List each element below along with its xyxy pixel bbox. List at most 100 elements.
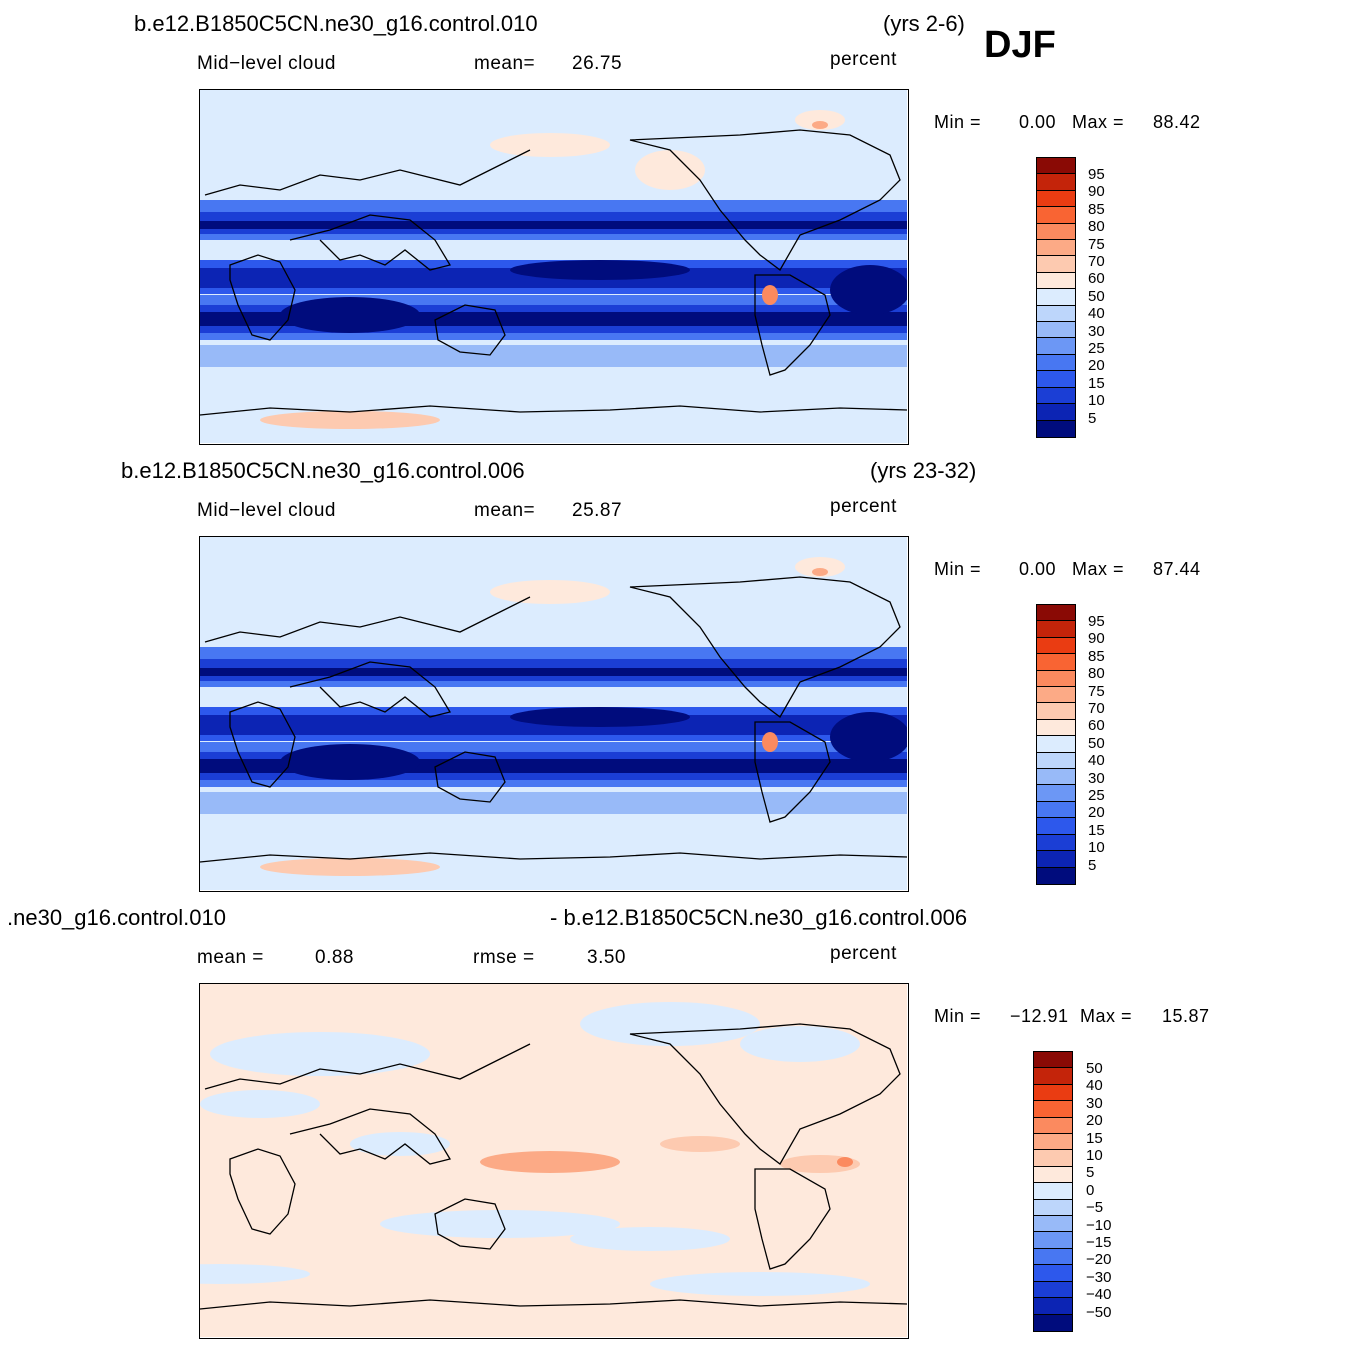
- panel3-rmse-value: 3.50: [587, 947, 626, 968]
- panel3-max-value: 15.87: [1162, 1006, 1210, 1026]
- colorbar-tick-label: 5: [1088, 409, 1097, 427]
- panel2-colorbar: [1036, 604, 1076, 885]
- colorbar-tick-label: −30: [1086, 1268, 1112, 1286]
- colorbar-tick-label: 90: [1088, 183, 1105, 201]
- colorbar-tick-label: 5: [1088, 856, 1097, 874]
- colorbar-tick-label: 60: [1088, 717, 1105, 735]
- colorbar-tick-label: 90: [1088, 630, 1105, 648]
- colorbar-tick-label: 50: [1086, 1060, 1103, 1077]
- panel2-map-graphic: [200, 537, 907, 890]
- colorbar-swatch: [1034, 1314, 1072, 1331]
- panel3-mean-label: mean =: [197, 947, 264, 968]
- colorbar-swatch: [1037, 354, 1075, 372]
- colorbar-tick-label: 95: [1088, 166, 1105, 183]
- panel3-case-title-left: .ne30_g16.control.010: [7, 905, 226, 930]
- colorbar-tick-label: 85: [1088, 647, 1105, 665]
- panel2-years: (yrs 23-32): [870, 458, 977, 483]
- colorbar-swatch: [1037, 387, 1075, 405]
- colorbar-swatch: [1034, 1068, 1072, 1085]
- panel2-map: [199, 536, 909, 892]
- colorbar-swatch: [1037, 769, 1075, 786]
- colorbar-tick-label: 20: [1088, 804, 1105, 822]
- colorbar-tick-label: 10: [1088, 392, 1105, 410]
- panel2-mean-value: 25.87: [572, 500, 623, 521]
- colorbar-tick-label: 15: [1088, 374, 1105, 392]
- panel3-colorbar-ticks: 50 40 30 20 15 10 5 0 −5 −10 −15 −20 −30 −40 −50: [1086, 1061, 1126, 1321]
- colorbar-tick-label: 30: [1086, 1094, 1103, 1112]
- colorbar-tick-label: 5: [1086, 1164, 1095, 1182]
- colorbar-swatch: [1037, 719, 1075, 737]
- panel2-min-value: 0.00: [1019, 559, 1057, 579]
- colorbar-swatch: [1037, 158, 1075, 175]
- colorbar-swatch: [1037, 818, 1075, 835]
- colorbar-tick-label: 75: [1088, 235, 1105, 253]
- panel3-max-label: Max =: [1080, 1006, 1133, 1026]
- colorbar-tick-label: 10: [1086, 1147, 1103, 1164]
- colorbar-tick-label: 20: [1088, 357, 1105, 375]
- colorbar-tick-label: 85: [1088, 200, 1105, 218]
- panel3-case-title-right: - b.e12.B1850C5CN.ne30_g16.control.006: [550, 905, 968, 930]
- colorbar-tick-label: 40: [1088, 752, 1105, 770]
- colorbar-swatch: [1037, 670, 1075, 688]
- colorbar-swatch: [1037, 752, 1075, 770]
- panel1-colorbar: [1036, 157, 1076, 438]
- colorbar-swatch: [1037, 834, 1075, 852]
- panel3-units: percent: [830, 943, 897, 964]
- panel3-map-graphic: [200, 984, 907, 1337]
- colorbar-swatch: [1037, 785, 1075, 802]
- colorbar-tick-label: 10: [1088, 839, 1105, 857]
- panel1-colorbar-ticks: 95 90 85 80 75 70 60 50 40 30 25 20 15 10 5: [1088, 167, 1118, 427]
- colorbar-tick-label: 30: [1088, 322, 1105, 340]
- colorbar-tick-label: 15: [1088, 821, 1105, 839]
- colorbar-swatch: [1034, 1052, 1072, 1069]
- panel1-case-title: b.e12.B1850C5CN.ne30_g16.control.010: [134, 11, 538, 36]
- panel3-mean-value: 0.88: [315, 947, 354, 968]
- panel1-min-value: 0.00: [1019, 112, 1057, 132]
- colorbar-swatch: [1037, 207, 1075, 224]
- panel3-min-label: Min =: [934, 1006, 982, 1026]
- colorbar-swatch: [1037, 256, 1075, 273]
- panel1-units: percent: [830, 49, 897, 70]
- panel3-min-value: −12.91: [1010, 1006, 1069, 1026]
- colorbar-tick-label: 75: [1088, 682, 1105, 700]
- colorbar-swatch: [1034, 1084, 1072, 1102]
- colorbar-tick-label: 15: [1086, 1129, 1103, 1147]
- panel2-max-label: Max =: [1072, 559, 1125, 579]
- colorbar-swatch: [1037, 867, 1075, 884]
- colorbar-swatch: [1034, 1150, 1072, 1167]
- colorbar-swatch: [1037, 305, 1075, 323]
- colorbar-swatch: [1034, 1101, 1072, 1118]
- colorbar-tick-label: −20: [1086, 1251, 1112, 1269]
- panel1-mean-label: mean=: [474, 53, 536, 74]
- colorbar-tick-label: 25: [1088, 787, 1105, 804]
- colorbar-swatch: [1037, 420, 1075, 437]
- panel2-min-label: Min =: [934, 559, 982, 579]
- panel1-years: (yrs 2-6): [883, 11, 965, 36]
- panel3-rmse-label: rmse =: [473, 947, 535, 968]
- colorbar-swatch: [1037, 272, 1075, 290]
- panel1-mean-value: 26.75: [572, 53, 623, 74]
- panel2-variable-label: Mid−level cloud: [197, 500, 336, 521]
- colorbar-tick-label: 0: [1086, 1181, 1095, 1199]
- panel1-map: [199, 89, 909, 445]
- panel2-mean-label: mean=: [474, 500, 536, 521]
- colorbar-tick-label: 70: [1088, 253, 1105, 270]
- colorbar-swatch: [1034, 1298, 1072, 1315]
- panel1-max-label: Max =: [1072, 112, 1125, 132]
- colorbar-swatch: [1034, 1166, 1072, 1184]
- panel1-variable-label: Mid−level cloud: [197, 53, 336, 74]
- colorbar-swatch: [1037, 240, 1075, 257]
- colorbar-tick-label: 60: [1088, 270, 1105, 288]
- colorbar-tick-label: −40: [1086, 1286, 1112, 1304]
- panel2-case-title: b.e12.B1850C5CN.ne30_g16.control.006: [121, 458, 525, 483]
- colorbar-swatch: [1037, 687, 1075, 704]
- colorbar-swatch: [1034, 1199, 1072, 1217]
- colorbar-tick-label: 40: [1086, 1077, 1103, 1095]
- colorbar-swatch: [1037, 736, 1075, 753]
- colorbar-swatch: [1037, 223, 1075, 241]
- colorbar-tick-label: −15: [1086, 1234, 1112, 1251]
- panel1-map-graphic: [200, 90, 907, 443]
- colorbar-swatch: [1037, 322, 1075, 339]
- colorbar-swatch: [1034, 1216, 1072, 1233]
- panel3-colorbar: [1033, 1051, 1073, 1332]
